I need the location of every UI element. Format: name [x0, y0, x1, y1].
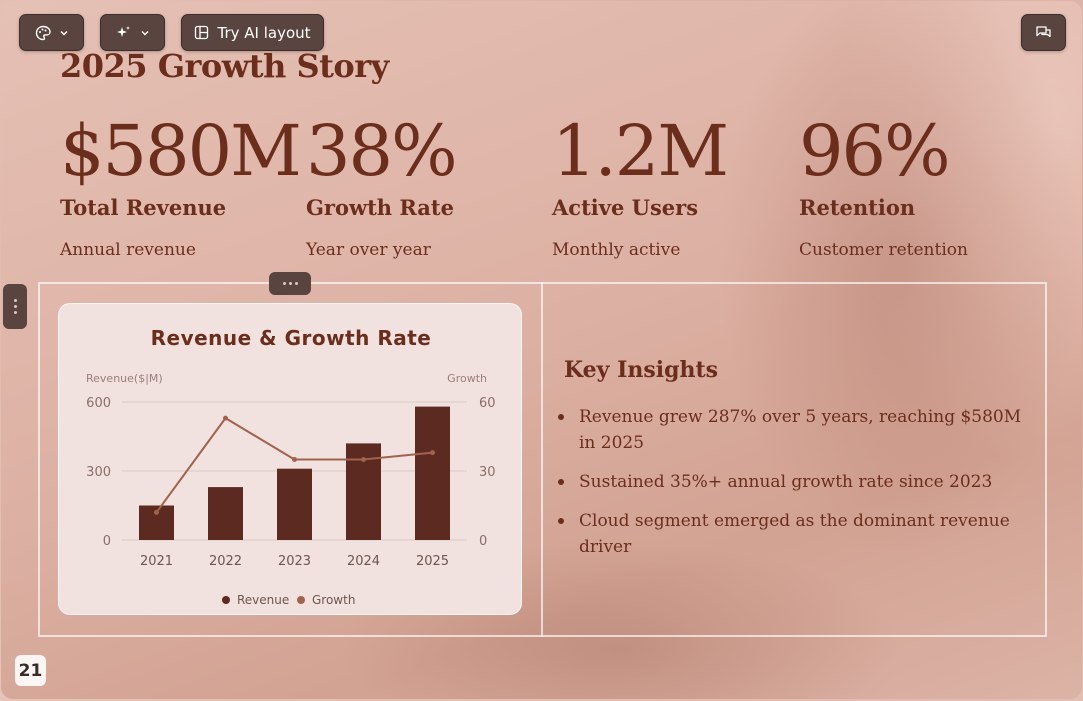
y2-tick-label: 60	[479, 396, 496, 411]
chart-card[interactable]: Revenue & Growth Rate Revenue($|M) Growth…	[58, 303, 522, 615]
y-axis-title: Revenue($|M)	[86, 372, 163, 385]
column-divider[interactable]	[541, 282, 543, 637]
stat-growth-rate[interactable]: 38% Growth Rate Year over year	[306, 109, 458, 261]
stat-value: 38%	[306, 110, 458, 192]
x-tick-label: 2022	[209, 554, 242, 569]
stat-active-users[interactable]: 1.2M Active Users Monthly active	[552, 109, 729, 261]
stat-value: 96%	[799, 110, 951, 192]
growth-point-2021	[154, 509, 159, 515]
chevron-down-icon	[59, 28, 69, 38]
ai-dropdown-button[interactable]	[100, 14, 165, 51]
stat-label: Active Users	[552, 195, 699, 220]
try-ai-layout-label: Try AI layout	[217, 23, 311, 42]
stat-total-revenue[interactable]: $580M Total Revenue Annual revenue	[60, 109, 302, 261]
sparkle-icon	[116, 25, 132, 41]
insights-title[interactable]: Key Insights	[564, 357, 719, 383]
growth-point-2022	[223, 415, 228, 421]
growth-point-2023	[292, 457, 297, 462]
palette-icon	[35, 25, 51, 41]
growth-point-2025	[430, 450, 435, 456]
list-item: Revenue grew 287% over 5 years, reaching…	[557, 404, 1027, 456]
theme-dropdown-button[interactable]	[19, 14, 84, 51]
x-tick-label: 2023	[278, 554, 311, 569]
page-number-badge[interactable]: 21	[15, 655, 46, 686]
insights-list[interactable]: Revenue grew 287% over 5 years, reaching…	[557, 404, 1027, 573]
stat-value: 1.2M	[552, 110, 729, 192]
y-tick-label: 300	[86, 465, 111, 480]
comments-button[interactable]	[1021, 14, 1066, 51]
stat-description: Monthly active	[552, 240, 681, 260]
bar-2023	[277, 468, 312, 540]
chevron-down-icon	[140, 28, 150, 38]
stat-label: Growth Rate	[306, 195, 454, 220]
comments-icon	[1035, 25, 1052, 40]
legend-growth-label: Growth	[312, 593, 355, 607]
x-tick-label: 2024	[347, 554, 380, 569]
y2-tick-label: 0	[479, 534, 487, 549]
y2-axis-title: Growth	[447, 372, 487, 385]
legend-revenue-swatch	[222, 596, 230, 604]
stat-value: $580M	[60, 110, 302, 192]
stat-description: Customer retention	[799, 240, 968, 260]
y-tick-label: 600	[86, 396, 111, 411]
stat-description: Annual revenue	[60, 240, 196, 260]
layout-icon	[194, 25, 209, 40]
stat-retention[interactable]: 96% Retention Customer retention	[799, 109, 968, 261]
legend-growth-swatch	[297, 596, 305, 604]
growth-point-2024	[361, 457, 366, 462]
block-side-handle[interactable]	[3, 284, 27, 329]
stat-label: Total Revenue	[60, 195, 227, 220]
y2-tick-label: 30	[479, 465, 496, 480]
bar-2025	[415, 406, 450, 540]
list-item: Sustained 35%+ annual growth rate since …	[557, 469, 1027, 495]
list-item: Cloud segment emerged as the dominant re…	[557, 508, 1027, 560]
legend-revenue-label: Revenue	[237, 593, 289, 607]
chart-title: Revenue & Growth Rate	[150, 326, 432, 350]
bar-2022	[208, 487, 243, 540]
stat-description: Year over year	[306, 240, 431, 260]
try-ai-layout-button[interactable]: Try AI layout	[181, 14, 324, 51]
block-drag-handle[interactable]	[269, 272, 311, 295]
y-tick-label: 0	[103, 534, 111, 549]
slide-title[interactable]: 2025 Growth Story	[60, 47, 389, 85]
x-tick-label: 2025	[416, 554, 449, 569]
stat-label: Retention	[799, 195, 916, 220]
x-tick-label: 2021	[140, 554, 173, 569]
